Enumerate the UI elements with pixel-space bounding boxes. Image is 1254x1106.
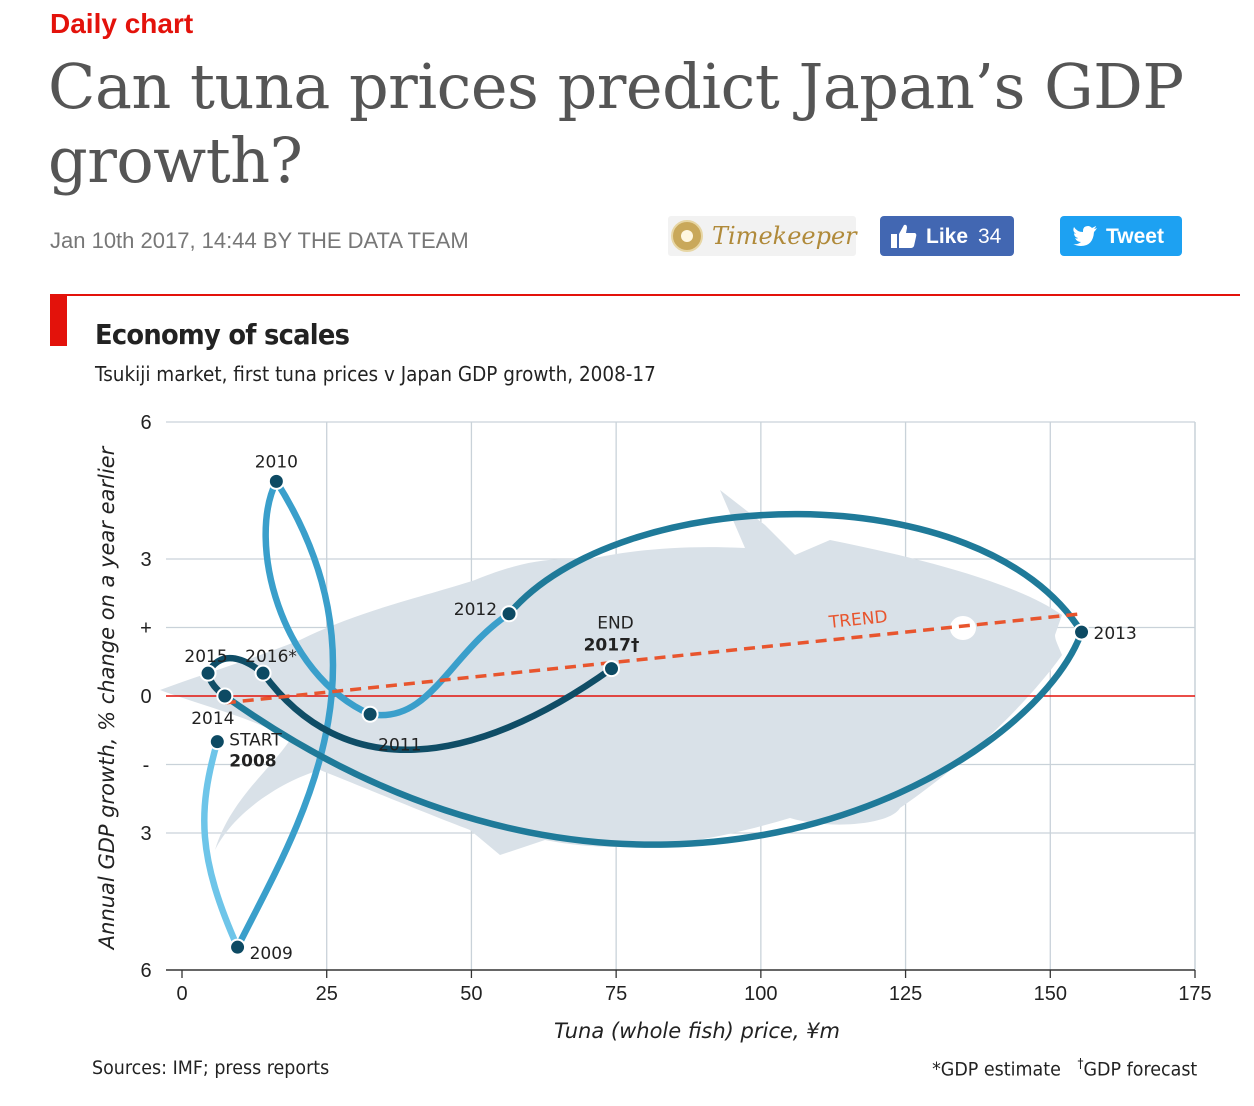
label-layer: TRENDSTART200820092010201120122013201420… bbox=[184, 452, 1136, 964]
curve-layer bbox=[201, 478, 1085, 951]
curve-segment-2009 bbox=[234, 478, 337, 951]
data-point-2008 bbox=[208, 733, 226, 751]
point-label-2011: 2011 bbox=[378, 735, 421, 755]
chart-source: Sources: IMF; press reports bbox=[92, 1057, 330, 1079]
curve-segment-2016 bbox=[259, 665, 615, 754]
facebook-like-button[interactable]: Like 34 bbox=[880, 216, 1014, 256]
data-point-2009 bbox=[229, 938, 247, 956]
timekeeper-button[interactable]: Timekeeper bbox=[668, 216, 857, 256]
like-count: 34 bbox=[978, 225, 1002, 248]
x-axis-label: Tuna (whole fish) price, ¥m bbox=[554, 1019, 840, 1043]
data-point-2011 bbox=[361, 705, 379, 723]
point-label-2009: 2009 bbox=[250, 944, 293, 964]
data-point-2015 bbox=[199, 664, 217, 682]
point-layer bbox=[199, 472, 1091, 956]
y-tick-label: 6 bbox=[140, 960, 151, 982]
kicker[interactable]: Daily chart bbox=[50, 8, 194, 39]
data-point-2016 bbox=[254, 664, 272, 682]
curve-segment-2008 bbox=[201, 738, 241, 951]
x-tick-label: 175 bbox=[1178, 983, 1211, 1005]
y-tick-label: 6 bbox=[140, 412, 151, 434]
thumbs-up-icon bbox=[891, 224, 917, 248]
twitter-bird-icon bbox=[1073, 226, 1097, 246]
x-tick-label: 50 bbox=[460, 983, 482, 1005]
chart-footnotes: *GDP estimate †GDP forecast bbox=[932, 1057, 1197, 1080]
chart-accent-bar bbox=[50, 296, 67, 346]
page-title: Can tuna prices predict Japan’s GDP grow… bbox=[48, 50, 1184, 197]
tweet-label: Tweet bbox=[1106, 225, 1164, 248]
x-tick-label: 150 bbox=[1034, 983, 1067, 1005]
curve-segment-2010 bbox=[262, 478, 374, 718]
point-label-2016: 2016* bbox=[245, 647, 297, 667]
point-label-2017: 2017† bbox=[584, 636, 640, 656]
chart-title: Economy of scales bbox=[95, 318, 350, 351]
start-label: START bbox=[229, 731, 282, 751]
data-point-2014 bbox=[216, 687, 234, 705]
point-label-2014: 2014 bbox=[191, 709, 234, 729]
y-tick-label: + bbox=[140, 618, 152, 640]
point-label-2010: 2010 bbox=[255, 452, 298, 472]
note-dagger: † bbox=[1077, 1057, 1084, 1072]
chart-subtitle: Tsukiji market, first tuna prices v Japa… bbox=[95, 362, 656, 386]
y-axis-label: Annual GDP growth, % change on a year ea… bbox=[95, 445, 119, 951]
note-gdp-forecast: GDP forecast bbox=[1083, 1058, 1197, 1081]
x-tick-label: 0 bbox=[176, 983, 187, 1005]
x-tick-label: 100 bbox=[744, 983, 777, 1005]
y-tick-label: 3 bbox=[140, 823, 151, 845]
data-point-2017 bbox=[603, 660, 621, 678]
like-label: Like bbox=[926, 225, 969, 248]
data-point-2010 bbox=[267, 472, 285, 490]
point-label-2013: 2013 bbox=[1094, 624, 1137, 644]
x-tick-label: 125 bbox=[889, 983, 922, 1005]
data-point-2012 bbox=[500, 605, 518, 623]
note-gdp-estimate: *GDP estimate bbox=[931, 1058, 1061, 1081]
curve-segment-2012 bbox=[505, 510, 1085, 636]
end-label: END bbox=[597, 614, 634, 634]
y-tick-label: 0 bbox=[140, 686, 151, 708]
x-tick-label: 25 bbox=[316, 983, 338, 1005]
point-label-2008: 2008 bbox=[229, 752, 276, 772]
y-tick-label: 3 bbox=[140, 549, 151, 571]
tweet-button[interactable]: Tweet bbox=[1060, 216, 1182, 256]
curve-segment-2013 bbox=[221, 628, 1085, 848]
x-tick-label: 75 bbox=[605, 983, 627, 1005]
point-label-2015: 2015 bbox=[184, 647, 227, 667]
point-label-2012: 2012 bbox=[454, 600, 497, 620]
tuna-eye bbox=[950, 616, 976, 640]
timekeeper-medal-icon bbox=[671, 220, 703, 252]
y-tick-label: - bbox=[143, 755, 150, 777]
curve-segment-2011 bbox=[366, 610, 513, 719]
data-point-2013 bbox=[1073, 623, 1091, 641]
timekeeper-label: Timekeeper bbox=[712, 222, 857, 250]
byline: Jan 10th 2017, 14:44 BY THE DATA TEAM bbox=[50, 228, 469, 253]
section-rule bbox=[50, 294, 1240, 296]
